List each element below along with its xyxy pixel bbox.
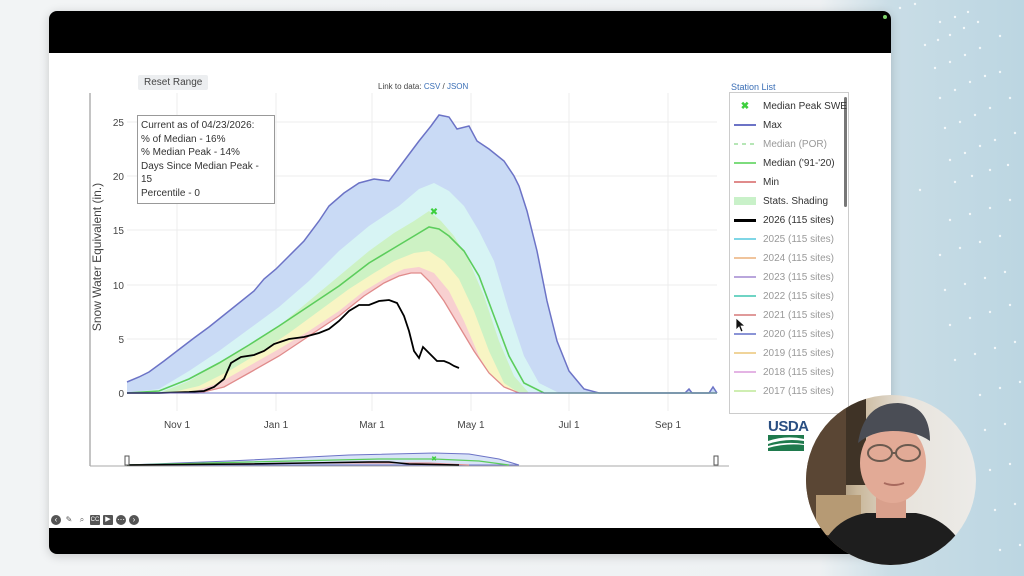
percentile: Percentile - 0: [141, 187, 200, 199]
svg-text:15: 15: [113, 226, 125, 237]
svg-text:Jul 1: Jul 1: [558, 420, 580, 431]
percent-of-median: % of Median - 16%: [141, 133, 226, 145]
svg-text:20: 20: [113, 172, 125, 183]
days-since-median-peak: Days Since Median Peak - 15: [141, 160, 259, 186]
link-to-data: Link to data: CSV / JSON: [378, 82, 468, 91]
presentation-slide: Reset Range Link to data: CSV / JSON Sta…: [49, 11, 891, 554]
line-2026: [127, 299, 460, 394]
y-axis-label: Snow Water Equivalent (in.): [90, 183, 104, 331]
usda-field-icon: [768, 435, 804, 451]
csv-link[interactable]: CSV: [423, 82, 441, 91]
range-slider[interactable]: ✖: [90, 452, 729, 467]
usda-logo: USDA: [768, 418, 809, 456]
svg-text:✖: ✖: [431, 456, 437, 463]
recording-indicator-icon: [883, 15, 887, 19]
svg-text:Jan 1: Jan 1: [264, 420, 289, 431]
median-peak-swe-marker: ✖: [430, 207, 438, 218]
svg-text:Mar 1: Mar 1: [359, 420, 385, 431]
min-line: [127, 272, 717, 394]
legend-item-2024[interactable]: 2024 (115 sites): [734, 249, 834, 267]
line-swatch-icon: [734, 314, 756, 316]
legend-item-2022[interactable]: 2022 (115 sites): [734, 287, 834, 305]
line-swatch-icon: [734, 162, 756, 164]
svg-text:0: 0: [118, 389, 124, 400]
legend-item-2020[interactable]: 2020 (115 sites): [734, 325, 834, 343]
svg-text:25: 25: [113, 118, 125, 129]
block-swatch-icon: [734, 197, 756, 205]
line-swatch-icon: [734, 276, 756, 278]
legend-item-2018[interactable]: 2018 (115 sites): [734, 363, 834, 381]
current-status-box: Current as of 04/23/2026: % of Median - …: [137, 115, 275, 204]
range-slider-left-handle: [124, 455, 130, 466]
line-swatch-icon: [734, 333, 756, 335]
magnifier-icon[interactable]: ⌕: [79, 515, 85, 524]
more-options-icon[interactable]: ⋯: [116, 515, 126, 525]
presenter-webcam: [806, 395, 976, 565]
line-swatch-icon: [734, 181, 756, 183]
reset-range-button[interactable]: Reset Range: [138, 75, 209, 90]
line-swatch-icon: [734, 218, 756, 222]
legend-item-max[interactable]: Max: [734, 116, 782, 134]
legend-item-median-peak-swe[interactable]: ✖ Median Peak SWE: [734, 97, 847, 115]
svg-text:10: 10: [113, 281, 125, 292]
captions-icon[interactable]: CC: [90, 515, 100, 525]
prev-slide-icon[interactable]: ‹: [51, 515, 61, 525]
pen-icon[interactable]: ✎: [65, 515, 73, 524]
next-slide-icon[interactable]: ›: [129, 515, 139, 525]
line-swatch-icon: [734, 257, 756, 259]
legend-item-2023[interactable]: 2023 (115 sites): [734, 268, 834, 286]
line-swatch-icon: [734, 238, 756, 240]
camera-icon[interactable]: ▶: [103, 515, 113, 525]
slide-toolbar: ‹ ✎ ⌕ CC ▶ ⋯ ›: [51, 515, 139, 525]
max-line: [126, 114, 718, 394]
legend-item-2019[interactable]: 2019 (115 sites): [734, 344, 834, 362]
line-swatch-icon: [734, 124, 756, 126]
legend-item-2026[interactable]: 2026 (115 sites): [734, 211, 834, 229]
legend-item-min[interactable]: Min: [734, 173, 779, 191]
range-slider-right-handle: [713, 455, 719, 466]
svg-text:5: 5: [118, 335, 124, 346]
legend-item-2017[interactable]: 2017 (115 sites): [734, 382, 834, 400]
legend-item-median-por[interactable]: Median (POR): [734, 135, 827, 153]
x-marker-icon: ✖: [740, 100, 750, 112]
line-swatch-icon: [734, 371, 756, 373]
link-separator: /: [440, 82, 447, 91]
slide-bottom-bar: [49, 528, 891, 554]
svg-text:Nov 1: Nov 1: [164, 420, 191, 431]
legend-item-2025[interactable]: 2025 (115 sites): [734, 230, 834, 248]
legend-scrollbar[interactable]: [844, 97, 847, 207]
line-swatch-icon: [734, 390, 756, 392]
current-as-of: Current as of 04/23/2026:: [141, 120, 255, 131]
y-axis-ticks: 25 20 15 10 5 0: [113, 118, 125, 400]
presenter-avatar-icon: [806, 395, 971, 565]
legend-item-stats-shading[interactable]: Stats. Shading: [734, 192, 828, 210]
x-axis-ticks: Nov 1 Jan 1 Mar 1 May 1 Jul 1 Sep 1: [164, 420, 682, 431]
dash-swatch-icon: [734, 143, 756, 145]
svg-text:Sep 1: Sep 1: [655, 420, 682, 431]
svg-text:May 1: May 1: [457, 420, 485, 431]
station-list-link[interactable]: Station List: [731, 82, 776, 92]
background-dot-pattern: [898, 2, 1022, 552]
line-swatch-icon: [734, 352, 756, 354]
below-min-area: [127, 273, 519, 393]
legend-item-2021[interactable]: 2021 (115 sites): [734, 306, 834, 324]
link-to-data-label: Link to data:: [378, 82, 422, 91]
mouse-cursor-icon: [735, 317, 747, 333]
json-link[interactable]: JSON: [446, 82, 469, 91]
legend-item-median-91-20[interactable]: Median ('91-'20): [734, 154, 835, 172]
median-line: [126, 226, 717, 394]
line-swatch-icon: [734, 295, 756, 297]
percent-median-peak: % Median Peak - 14%: [141, 147, 240, 158]
slide-top-bar: [49, 11, 891, 53]
chart-legend[interactable]: ✖ Median Peak SWE Max Median (POR) Media…: [729, 92, 849, 414]
